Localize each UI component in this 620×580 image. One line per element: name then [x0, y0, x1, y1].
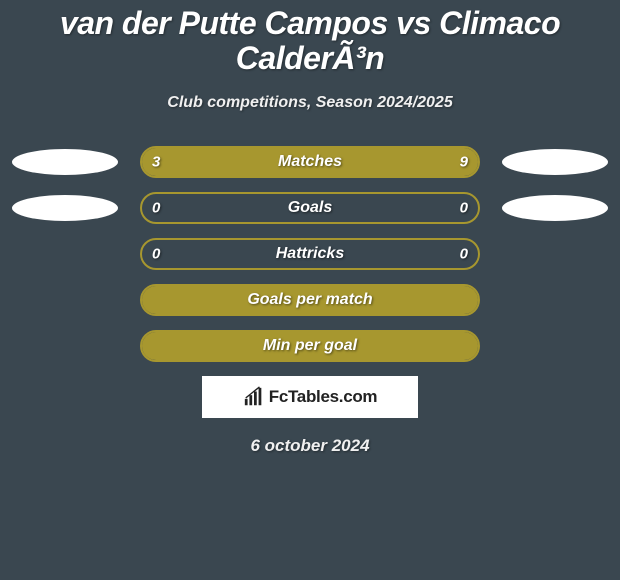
stat-rows: Matches 3 9 Goals 0 0 Hattricks 0 0 Goals per mat…	[0, 146, 620, 362]
stat-value-right: 0	[460, 200, 468, 217]
stat-bar: Goals per match	[140, 284, 480, 316]
stat-label: Goals per match	[247, 291, 372, 309]
stat-row: Goals per match	[0, 284, 620, 316]
stat-label: Hattricks	[276, 245, 344, 263]
stat-bar: Goals 0 0	[140, 192, 480, 224]
branding-box: FcTables.com	[202, 376, 418, 418]
player-right-oval	[502, 195, 608, 221]
stat-bar: Min per goal	[140, 330, 480, 362]
oval-spacer	[12, 333, 118, 359]
oval-spacer	[502, 287, 608, 313]
oval-spacer	[502, 241, 608, 267]
page-subtitle: Club competitions, Season 2024/2025	[0, 94, 620, 112]
player-left-oval	[12, 195, 118, 221]
stat-bar: Matches 3 9	[140, 146, 480, 178]
oval-spacer	[502, 333, 608, 359]
footer-date: 6 october 2024	[0, 436, 620, 456]
stat-row: Min per goal	[0, 330, 620, 362]
comparison-infographic: van der Putte Campos vs Climaco CalderÃ³…	[0, 0, 620, 456]
stat-label: Goals	[288, 199, 332, 217]
stat-value-right: 0	[460, 246, 468, 263]
stat-label: Min per goal	[263, 337, 357, 355]
stat-value-right: 9	[460, 154, 468, 171]
stat-row: Matches 3 9	[0, 146, 620, 178]
stat-value-left: 0	[152, 246, 160, 263]
branding-text: FcTables.com	[269, 387, 378, 407]
oval-spacer	[12, 287, 118, 313]
page-title: van der Putte Campos vs Climaco CalderÃ³…	[0, 6, 620, 76]
stat-value-left: 0	[152, 200, 160, 217]
oval-spacer	[12, 241, 118, 267]
stat-value-left: 3	[152, 154, 160, 171]
player-right-oval	[502, 149, 608, 175]
stat-label: Matches	[278, 153, 342, 171]
stat-bar: Hattricks 0 0	[140, 238, 480, 270]
bar-fill-right	[226, 148, 478, 176]
player-left-oval	[12, 149, 118, 175]
stat-row: Goals 0 0	[0, 192, 620, 224]
chart-icon	[243, 386, 265, 408]
stat-row: Hattricks 0 0	[0, 238, 620, 270]
